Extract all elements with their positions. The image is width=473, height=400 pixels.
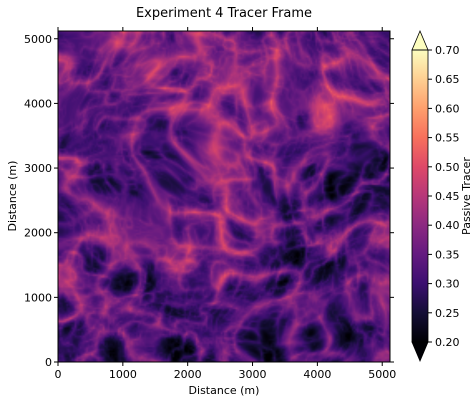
colorbar-tick-label: 0.70 [435, 44, 460, 57]
y-tick-label: 4000 [24, 97, 52, 110]
colorbar-tick-label: 0.30 [435, 278, 460, 291]
colorbar-tick-label: 0.40 [435, 219, 460, 232]
plot-frame [57, 30, 391, 363]
y-tick-label: 3000 [24, 162, 52, 175]
y-tick-label: 5000 [24, 33, 52, 46]
x-tick-label: 4000 [303, 368, 331, 381]
x-axis: 0 1000 2000 3000 4000 5000 [55, 27, 396, 381]
y-tick-label: 1000 [24, 291, 52, 304]
y-axis: 0 1000 2000 3000 4000 5000 [24, 33, 394, 369]
x-axis-label: Distance (m) [189, 384, 260, 397]
colorbar-tick-label: 0.60 [435, 102, 460, 115]
x-tick-label: 1000 [109, 368, 137, 381]
colorbar-gradient [412, 50, 428, 342]
x-tick-label: 0 [55, 368, 62, 381]
colorbar-tick-label: 0.45 [435, 190, 460, 203]
colorbar-tick-label: 0.20 [435, 336, 460, 349]
colorbar-extend-bottom [411, 341, 429, 363]
colorbar-label: Passive Tracer [460, 157, 473, 235]
colorbar-tick-label: 0.65 [435, 73, 460, 86]
y-tick-label: 0 [45, 356, 52, 369]
colorbar-ticks: 0.20 0.25 0.30 0.35 0.40 0.45 0.50 0.55 0.60 0.65… [428, 44, 460, 349]
y-axis-label: Distance (m) [6, 161, 19, 232]
colorbar-tick-label: 0.55 [435, 132, 460, 145]
y-tick-label: 2000 [24, 227, 52, 240]
colorbar-tick-label: 0.35 [435, 248, 460, 261]
chart-title: Experiment 4 Tracer Frame [136, 6, 312, 21]
colorbar-extend-top [411, 29, 429, 51]
colorbar-tick-label: 0.50 [435, 161, 460, 174]
colorbar-tick-label: 0.25 [435, 307, 460, 320]
x-tick-label: 5000 [368, 368, 396, 381]
x-tick-label: 3000 [239, 368, 267, 381]
x-tick-label: 2000 [174, 368, 202, 381]
colorbar: 0.20 0.25 0.30 0.35 0.40 0.45 0.50 0.55 0.60 0.65… [411, 29, 473, 363]
heatmap-image [58, 31, 390, 362]
